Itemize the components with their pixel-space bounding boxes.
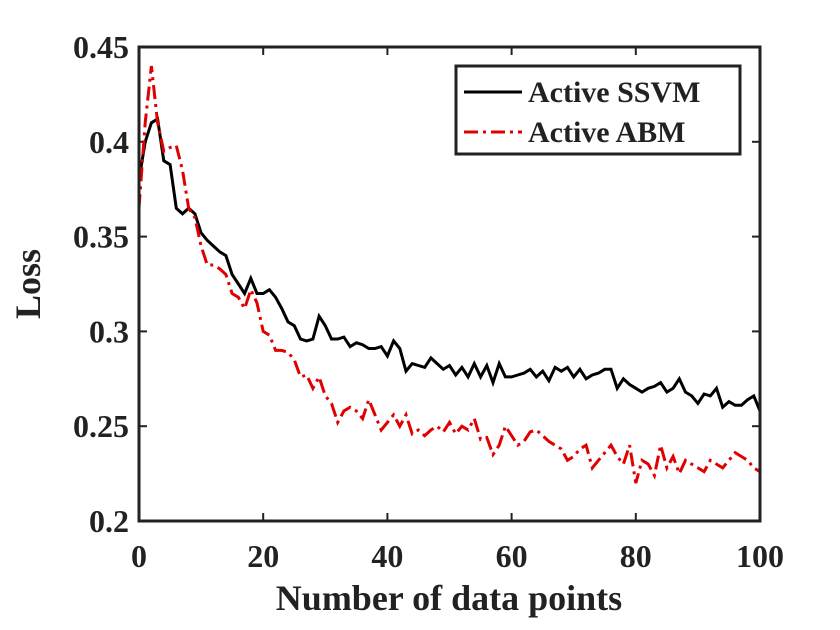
x-axis-label: Number of data points bbox=[276, 578, 622, 618]
y-axis-label: Loss bbox=[8, 249, 48, 319]
y-tick-label: 0.35 bbox=[73, 219, 129, 255]
x-tick-label: 100 bbox=[736, 538, 784, 574]
x-tick-label: 0 bbox=[131, 538, 147, 574]
legend-box bbox=[454, 64, 742, 156]
y-tick-label: 0.45 bbox=[73, 29, 129, 65]
legend-label: Active ABM bbox=[528, 116, 685, 149]
legend-label: Active SSVM bbox=[528, 76, 700, 109]
y-tick-label: 0.4 bbox=[89, 124, 129, 160]
series-line bbox=[137, 116, 762, 412]
y-tick-label: 0.25 bbox=[73, 408, 129, 444]
x-tick-label: 40 bbox=[371, 538, 403, 574]
series-line bbox=[137, 65, 761, 484]
x-tick-label: 80 bbox=[620, 538, 652, 574]
y-tick-label: 0.3 bbox=[89, 313, 129, 349]
x-tick-label: 20 bbox=[247, 538, 279, 574]
y-tick-label: 0.2 bbox=[89, 503, 129, 539]
plot-frame bbox=[137, 45, 762, 523]
x-tick-label: 60 bbox=[496, 538, 528, 574]
